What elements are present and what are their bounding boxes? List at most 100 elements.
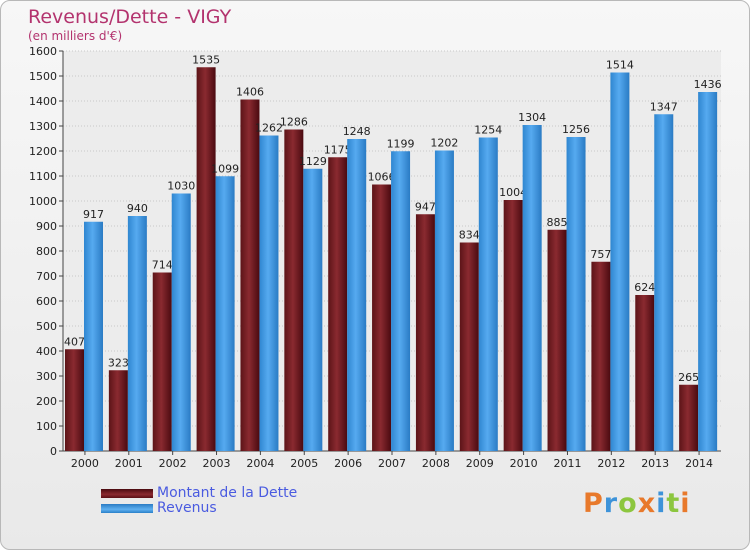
x-tick-label: 2006 (334, 457, 362, 470)
data-label: 834 (459, 229, 480, 242)
bar-dette (547, 229, 567, 451)
data-label: 714 (152, 259, 173, 272)
x-tick-label: 2003 (203, 457, 231, 470)
bar-revenus (127, 216, 147, 451)
logo-letter: x (637, 488, 657, 519)
logo-letter: i (656, 488, 667, 519)
y-tick-label: 1500 (29, 70, 57, 83)
logo-letter: r (603, 488, 619, 519)
data-label: 1535 (192, 53, 220, 66)
data-label: 1202 (430, 137, 458, 150)
data-label: 1199 (387, 137, 415, 150)
bar-revenus (610, 72, 630, 451)
chart-title: Revenus/Dette - VIGY (28, 6, 232, 28)
bar-dette (635, 295, 655, 451)
data-label: 1256 (562, 123, 590, 136)
x-tick-label: 2002 (159, 457, 187, 470)
bar-dette (65, 349, 84, 451)
logo-letter: o (618, 488, 638, 519)
bar-revenus (478, 137, 498, 451)
x-tick-label: 2000 (71, 457, 99, 470)
bar-dette (108, 370, 128, 451)
bar-dette (679, 384, 699, 451)
x-tick-label: 2011 (553, 457, 581, 470)
data-label: 1004 (499, 186, 527, 199)
data-label: 323 (108, 356, 129, 369)
bar-dette (459, 242, 479, 451)
bar-dette (591, 261, 611, 451)
data-label: 1514 (606, 59, 634, 72)
chart-subtitle: (en milliers d'€) (28, 29, 123, 43)
data-label: 917 (83, 208, 104, 221)
bar-revenus (84, 221, 103, 451)
logo-letter: i (680, 488, 691, 519)
data-label: 1347 (650, 100, 678, 113)
x-tick-label: 2010 (510, 457, 538, 470)
y-tick-label: 100 (36, 420, 57, 433)
y-tick-label: 400 (36, 345, 57, 358)
y-tick-label: 900 (36, 220, 57, 233)
legend-label-revenus: Revenus (157, 500, 217, 516)
logo-letter: t (666, 488, 681, 519)
y-tick-label: 1100 (29, 170, 57, 183)
bar-revenus (215, 176, 235, 451)
y-tick-label: 700 (36, 270, 57, 283)
legend-swatch-dette (101, 489, 153, 498)
x-tick-label: 2012 (597, 457, 625, 470)
bar-revenus (171, 193, 191, 451)
proxiti-logo: Proxiti (583, 488, 691, 519)
bar-dette (415, 214, 435, 451)
data-label: 624 (634, 281, 655, 294)
legend-swatch-revenus (101, 504, 153, 513)
data-label: 885 (547, 216, 568, 229)
y-tick-label: 1300 (29, 120, 57, 133)
bar-revenus (259, 135, 279, 451)
data-label: 1304 (518, 111, 546, 124)
x-tick-label: 2014 (685, 457, 713, 470)
data-label: 265 (678, 371, 699, 384)
data-label: 1248 (343, 125, 371, 138)
bar-revenus (347, 139, 367, 451)
y-tick-label: 1000 (29, 195, 57, 208)
bar-revenus (698, 92, 718, 451)
data-label: 1066 (368, 171, 396, 184)
bar-dette (503, 200, 523, 451)
logo-letter: P (583, 488, 604, 519)
legend-label-dette: Montant de la Dette (157, 485, 298, 501)
data-label: 1262 (255, 122, 283, 135)
y-tick-label: 300 (36, 370, 57, 383)
y-tick-label: 200 (36, 395, 57, 408)
data-label: 940 (127, 202, 148, 215)
data-label: 1175 (324, 143, 352, 156)
y-tick-label: 600 (36, 295, 57, 308)
data-label: 1129 (299, 155, 327, 168)
data-label: 1286 (280, 116, 308, 129)
y-tick-label: 1200 (29, 145, 57, 158)
data-label: 1099 (211, 162, 239, 175)
data-label: 1406 (236, 86, 264, 99)
y-tick-label: 0 (50, 445, 57, 458)
bar-dette (284, 129, 304, 451)
x-tick-label: 2008 (422, 457, 450, 470)
bar-revenus (654, 114, 674, 451)
x-tick-label: 2001 (115, 457, 143, 470)
data-label: 947 (415, 200, 436, 213)
x-tick-label: 2004 (246, 457, 274, 470)
bar-dette (372, 184, 392, 451)
data-label: 407 (64, 335, 85, 348)
x-tick-label: 2007 (378, 457, 406, 470)
x-tick-label: 2009 (466, 457, 494, 470)
bar-revenus (303, 168, 323, 451)
bar-dette (328, 157, 348, 451)
bar-revenus (434, 150, 454, 451)
data-label: 757 (590, 248, 611, 261)
y-tick-label: 500 (36, 320, 57, 333)
data-label: 1254 (474, 124, 502, 137)
bar-dette (152, 272, 172, 451)
x-tick-label: 2013 (641, 457, 669, 470)
bar-revenus (566, 137, 586, 451)
bar-dette (196, 67, 216, 451)
y-tick-label: 1600 (29, 45, 57, 58)
